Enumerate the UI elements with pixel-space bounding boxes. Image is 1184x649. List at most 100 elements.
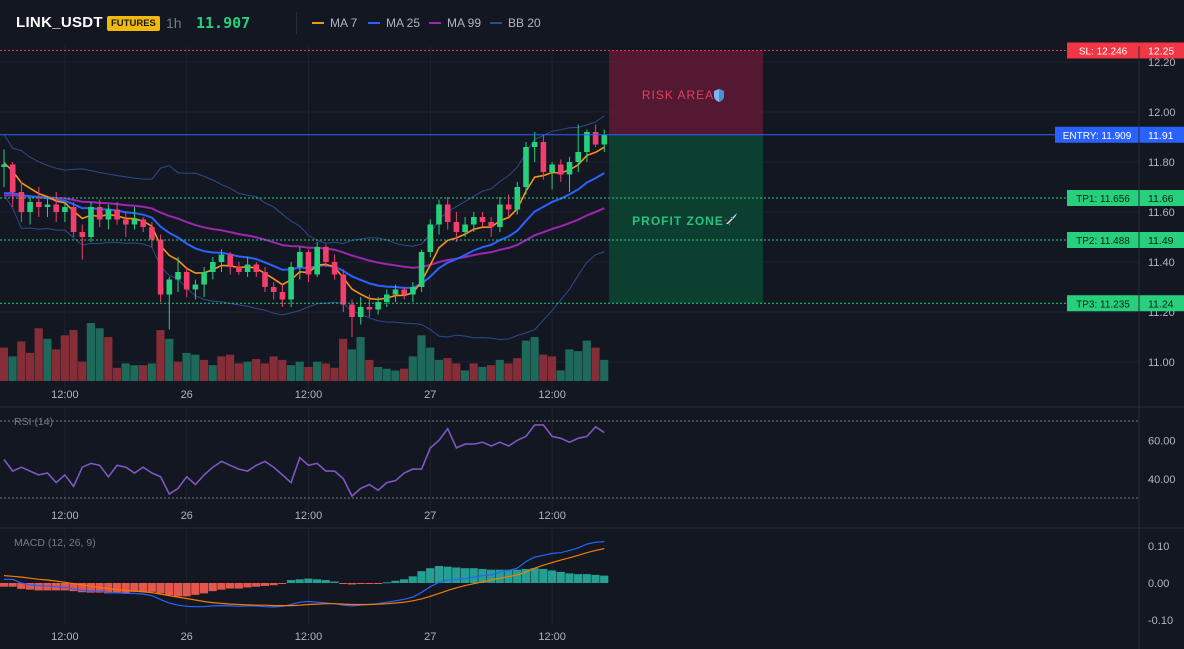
candle: [210, 257, 216, 280]
volume-bar: [391, 370, 400, 381]
candle-body: [540, 142, 547, 172]
volume-bar: [339, 338, 348, 381]
tp3-label: TP3: 11.235: [1076, 299, 1130, 310]
volume-bar: [8, 356, 17, 381]
candle-body: [444, 204, 451, 222]
candle-body: [566, 162, 573, 175]
candle: [149, 222, 155, 247]
macd-histogram-bar: [443, 566, 452, 583]
candle: [375, 297, 381, 315]
macd-histogram-bar: [8, 583, 17, 587]
macd-histogram-bar: [373, 583, 383, 584]
macd-histogram-bar: [208, 583, 217, 592]
macd-histogram-bar: [260, 583, 269, 586]
candle: [401, 287, 407, 300]
candle-body: [297, 252, 303, 267]
candle-body: [157, 239, 164, 295]
macd-histogram-bar: [582, 574, 591, 583]
candle: [192, 279, 199, 300]
volume-bar: [443, 358, 452, 381]
macd-histogram-bar: [156, 583, 165, 594]
candle: [236, 262, 242, 275]
shield-icon: [714, 89, 724, 102]
header-divider: [296, 12, 297, 34]
candle-body: [305, 252, 312, 275]
candle: [601, 129, 608, 152]
profit-zone[interactable]: [609, 134, 763, 304]
candle-body: [349, 304, 355, 317]
time-tick-label: 12:00: [538, 389, 566, 401]
candle-body: [244, 264, 251, 272]
macd-histogram-bar: [565, 573, 574, 583]
macd-histogram-bar: [0, 583, 8, 587]
candle: [297, 247, 303, 280]
macd-histogram-bar: [269, 583, 278, 586]
volume-bar: [460, 370, 470, 381]
volume-bar: [591, 347, 600, 381]
volume-bar: [182, 352, 191, 381]
candle-body: [123, 219, 129, 225]
candle: [523, 142, 529, 195]
macd-histogram-bar: [69, 583, 78, 592]
volume-bar: [34, 328, 43, 381]
entry-label-bg: [1055, 126, 1139, 143]
price-tick-label: 11.80: [1148, 157, 1175, 169]
macd-tick-label: 0.10: [1148, 541, 1169, 553]
trade-level-lines: [0, 50, 1139, 304]
candle: [471, 212, 477, 232]
macd-histogram-bar: [252, 583, 261, 587]
timeframe-label[interactable]: 1h: [166, 15, 182, 31]
tp3-axis-bg: [1139, 295, 1184, 312]
macd-histogram-bar: [600, 575, 609, 583]
volume-bar: [278, 359, 287, 381]
candle-body: [497, 204, 503, 227]
candle-body: [592, 132, 599, 145]
candle: [36, 187, 42, 217]
ma99-line: [3, 194, 605, 269]
candle-body: [340, 274, 347, 305]
volume-bar: [304, 366, 313, 381]
candle-body: [270, 287, 277, 292]
candle: [27, 197, 33, 225]
legend-label-ma25: MA 25: [386, 16, 421, 30]
macd-histogram-bar: [121, 583, 130, 594]
legend-swatch-ma25: [368, 22, 380, 24]
candle-body: [192, 284, 199, 290]
price-tick-label: 11.60: [1148, 207, 1175, 219]
candle: [349, 299, 355, 337]
candle-body: [27, 202, 33, 212]
candle: [444, 197, 451, 230]
time-tick-label: 12:00: [538, 631, 566, 643]
macd-histogram-bar: [165, 583, 174, 596]
volume-bar: [434, 359, 443, 381]
macd-histogram-bar: [17, 583, 26, 589]
entry-axis-bg: [1139, 126, 1184, 143]
legend-ma25[interactable]: MA 25: [368, 16, 420, 30]
symbol-name[interactable]: LINK_USDT: [16, 14, 103, 31]
legend-ma7[interactable]: MA 7: [312, 16, 357, 30]
legend-bb20[interactable]: BB 20: [490, 16, 541, 30]
candle-body: [62, 207, 68, 212]
risk-zone[interactable]: [609, 50, 763, 135]
volume-bar: [330, 367, 339, 381]
candle-body: [410, 287, 416, 295]
volume-bar: [582, 340, 591, 381]
candle-body: [523, 147, 529, 187]
volume-bar: [347, 349, 356, 381]
legend-ma99[interactable]: MA 99: [429, 16, 481, 30]
volume-bar: [400, 368, 409, 381]
volume-bar: [556, 370, 565, 381]
candle-body: [218, 254, 225, 262]
volume-bar: [513, 358, 522, 381]
candle-body: [44, 204, 51, 207]
candle-body: [401, 289, 407, 295]
macd-histogram-bar: [530, 568, 539, 583]
candle-body: [79, 232, 86, 237]
volume-bar: [321, 363, 330, 381]
candle: [88, 202, 94, 242]
tp1-axis-bg: [1139, 190, 1184, 206]
candle-body: [601, 134, 608, 145]
macd-histogram-bar: [417, 571, 426, 583]
